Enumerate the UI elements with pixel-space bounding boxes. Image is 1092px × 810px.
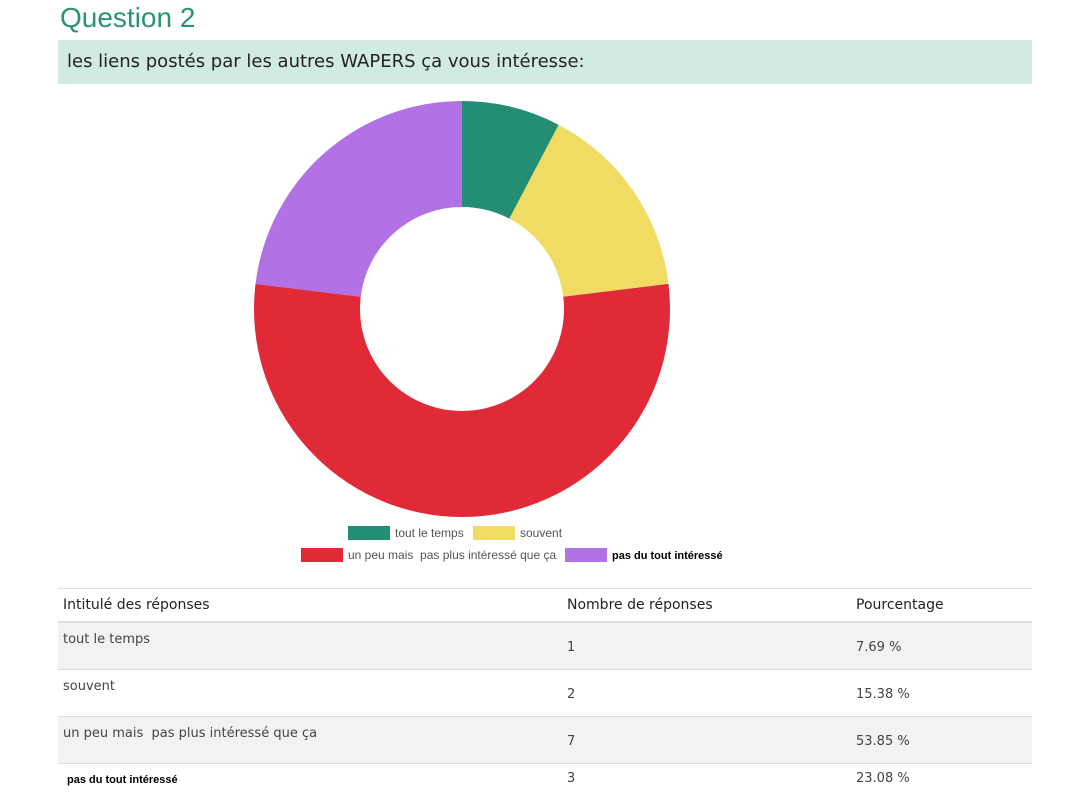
question-text: les liens postés par les autres WAPERS ç… (67, 51, 585, 72)
header-label: Intitulé des réponses (58, 588, 562, 623)
donut-slice-0 (462, 101, 559, 219)
row-percent: 15.38 % (851, 669, 1032, 717)
question-title: Question 2 (60, 2, 196, 33)
row-label: pas du tout intéressé (67, 773, 178, 786)
row-label: souvent (58, 669, 562, 717)
row-percent: 23.08 % (856, 770, 910, 786)
header-count: Nombre de réponses (562, 588, 851, 623)
legend-swatch-1 (473, 526, 515, 540)
row-percent: 53.85 % (851, 716, 1032, 764)
donut-chart: tout le temps souvent un peu mais pas pl… (254, 100, 723, 562)
donut-slice-1 (509, 124, 669, 297)
row-count: 3 (567, 770, 576, 786)
legend-swatch-0 (348, 526, 390, 540)
table-row: un peu mais pas plus intéressé que ça 7 … (58, 716, 1032, 764)
donut-slice-2 (254, 283, 671, 517)
row-count: 1 (562, 622, 851, 670)
table-header-row: Intitulé des réponses Nombre de réponses… (58, 588, 1032, 623)
table-row: pas du tout intéressé 3 23.08 % (58, 763, 1032, 793)
question-banner: les liens postés par les autres WAPERS ç… (58, 40, 1032, 84)
legend-label-2: un peu mais pas plus intéressé que ça (348, 548, 556, 562)
row-percent: 7.69 % (851, 622, 1032, 670)
legend-label-3: pas du tout intéressé (612, 550, 723, 562)
row-count: 7 (562, 716, 851, 764)
table-row: souvent 2 15.38 % (58, 669, 1032, 717)
table-row: tout le temps 1 7.69 % (58, 622, 1032, 670)
results-table: Intitulé des réponses Nombre de réponses… (58, 588, 1032, 793)
legend-swatch-2 (301, 548, 343, 562)
legend-swatch-3 (565, 548, 607, 562)
row-label: un peu mais pas plus intéressé que ça (58, 716, 562, 764)
donut-slice-3 (255, 100, 462, 297)
legend-label-1: souvent (520, 526, 563, 540)
row-count: 2 (562, 669, 851, 717)
legend-label-0: tout le temps (395, 526, 464, 540)
row-label: tout le temps (58, 622, 562, 670)
header-percent: Pourcentage (851, 588, 1032, 623)
